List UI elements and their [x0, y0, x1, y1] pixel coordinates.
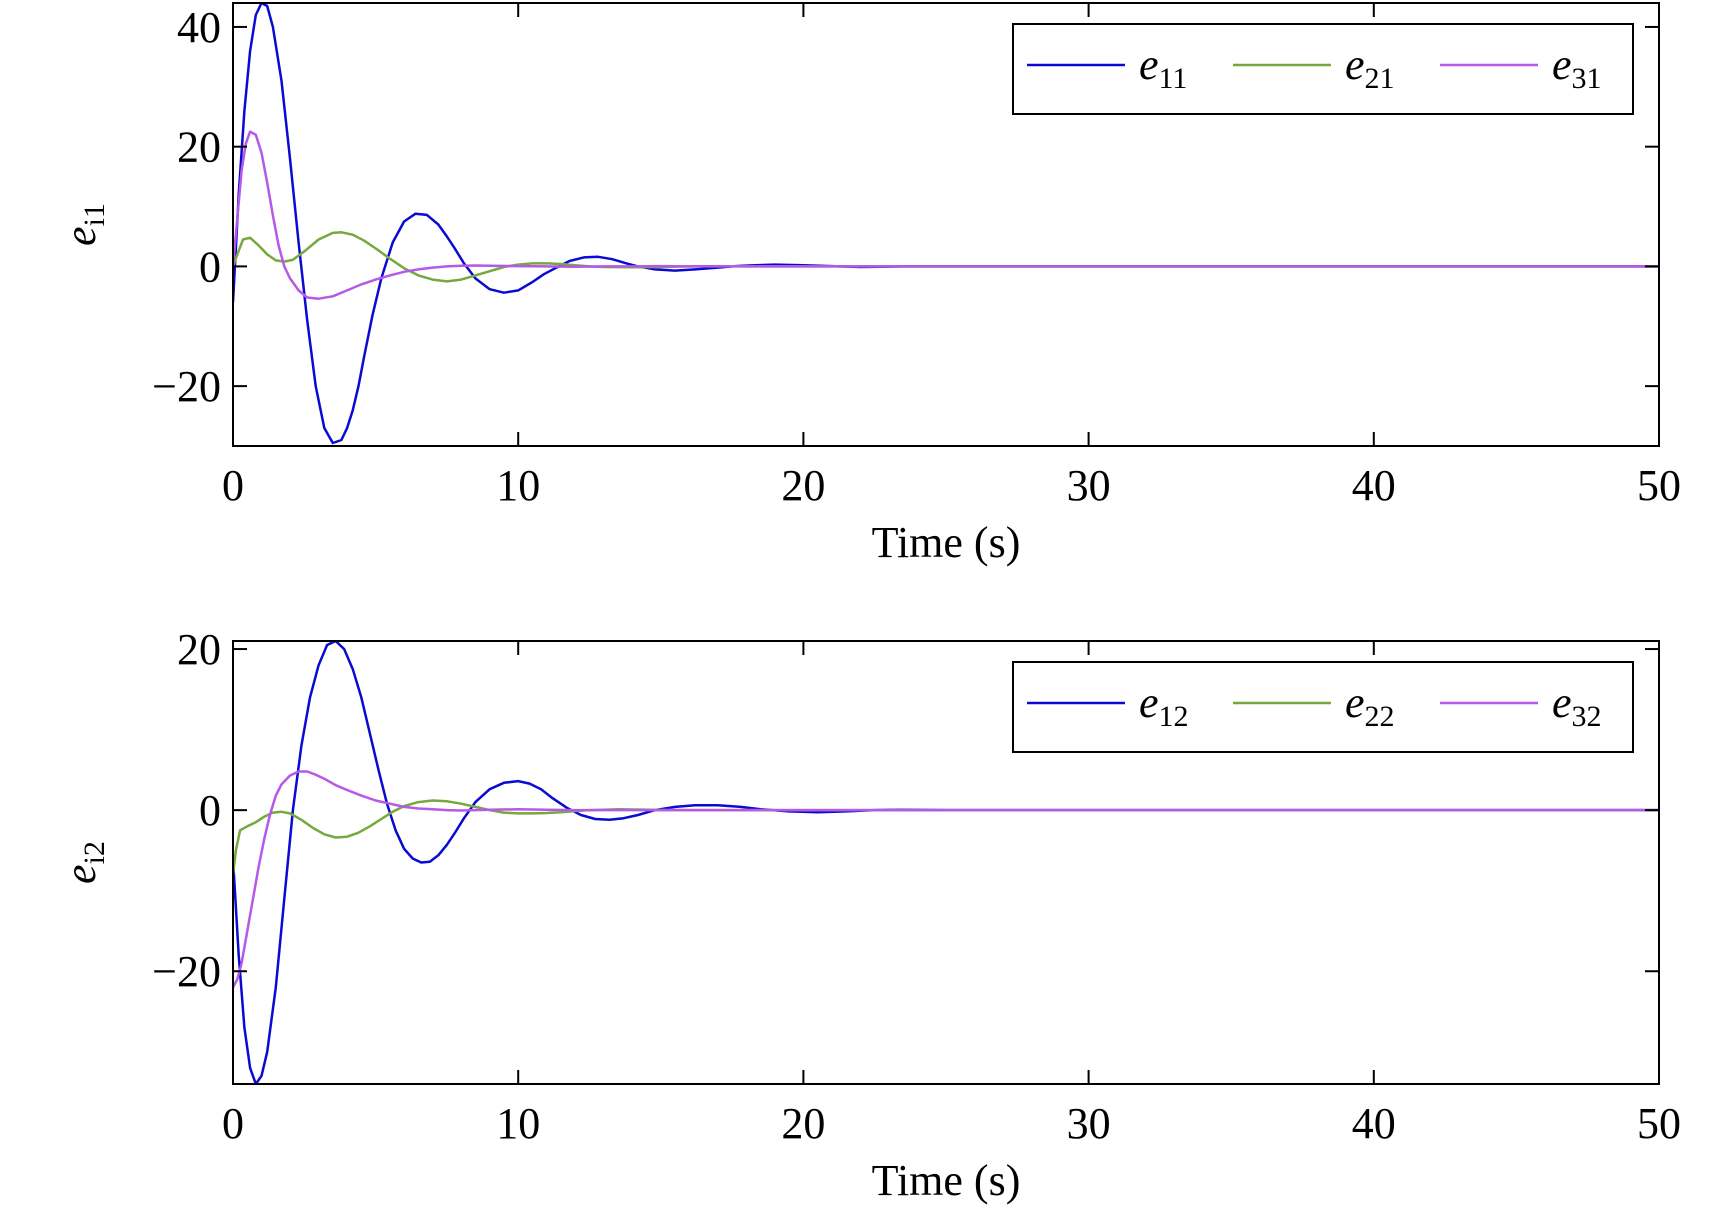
legend-box: [1012, 23, 1634, 115]
y-tick-label: 20: [177, 123, 221, 172]
y-tick-label: 0: [199, 786, 221, 835]
x-tick-label: 50: [1637, 1099, 1681, 1148]
legend: e11 e21 e31: [1012, 23, 1634, 115]
x-tick-label: 0: [222, 461, 244, 510]
legend-label-e11: e11: [1139, 40, 1187, 95]
y-tick-label: −20: [152, 947, 221, 996]
y-axis-label: ei2: [56, 841, 111, 884]
x-tick-label: 50: [1637, 461, 1681, 510]
y-axis-label: ei1: [56, 203, 111, 246]
series-line-e31: [233, 130, 1659, 300]
x-tick-label: 30: [1067, 1099, 1111, 1148]
x-tick-label: 40: [1352, 461, 1396, 510]
panel-bottom: 0 10 20 30 40 50 −20 0 20 Time (s) ei2 e12 e22 e32: [56, 625, 1681, 1205]
series-line-e22: [233, 799, 1659, 875]
x-tick-label: 10: [496, 461, 540, 510]
x-axis-label: Time (s): [872, 1156, 1021, 1205]
axes-box: [232, 640, 1660, 1085]
legend-label-e32: e32: [1552, 678, 1602, 733]
x-tick-label: 20: [781, 1099, 825, 1148]
y-tick-label: −20: [152, 362, 221, 411]
y-tick-label: 20: [177, 625, 221, 674]
series-line-e32: [233, 770, 1659, 988]
legend-label-e21: e21: [1345, 40, 1395, 95]
series-line-e21: [233, 231, 1659, 283]
y-tick-label: 40: [177, 3, 221, 52]
x-tick-label: 0: [222, 1099, 244, 1148]
legend: e12 e22 e32: [1012, 661, 1634, 753]
panel-top: 0 10 20 30 40 50 −20 0 20 40 Time (s) ei1 e11 e21 e31: [56, 2, 1681, 567]
legend-label-e12: e12: [1139, 678, 1189, 733]
x-tick-label: 20: [781, 461, 825, 510]
x-axis-label: Time (s): [872, 518, 1021, 567]
x-tick-label: 10: [496, 1099, 540, 1148]
x-tick-label: 40: [1352, 1099, 1396, 1148]
legend-label-e31: e31: [1552, 40, 1602, 95]
y-tick-label: 0: [199, 242, 221, 291]
axes-box: [232, 2, 1660, 447]
legend-box: [1012, 661, 1634, 753]
legend-label-e22: e22: [1345, 678, 1395, 733]
series-line-e11: [233, 3, 1659, 445]
x-tick-label: 30: [1067, 461, 1111, 510]
